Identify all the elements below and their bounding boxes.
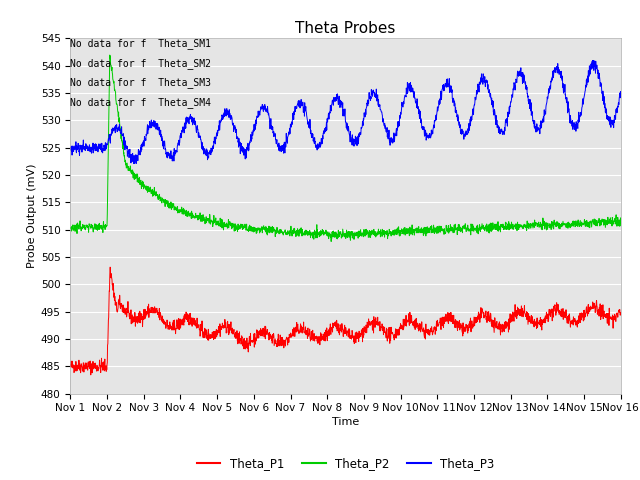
Theta_P2 (335, 230, 342, 236)
Theta_P1 (106, 264, 114, 270)
Legend: Theta_P1, Theta_P2, Theta_P3: Theta_P1, Theta_P2, Theta_P3 (192, 453, 499, 475)
Theta_P3 (601, 104, 609, 109)
Theta_P3 (617, 92, 625, 97)
Theta_P3 (500, 132, 508, 137)
Theta_P2 (602, 225, 609, 230)
Y-axis label: Probe Output (mV): Probe Output (mV) (27, 164, 36, 268)
Text: No data for f  Theta_SM2: No data for f Theta_SM2 (70, 58, 211, 69)
Theta_P1 (67, 362, 74, 368)
Text: No data for f  Theta_SM4: No data for f Theta_SM4 (70, 97, 211, 108)
Theta_P1 (95, 366, 102, 372)
Theta_P2 (320, 232, 328, 238)
Theta_P3 (131, 161, 139, 167)
Theta_P3 (602, 109, 609, 115)
Theta_P1 (335, 325, 342, 331)
Theta_P2 (601, 221, 609, 227)
Text: No data for f  Theta_SM3: No data for f Theta_SM3 (70, 77, 211, 88)
Theta_P1 (602, 314, 609, 320)
Theta_P1 (320, 338, 328, 344)
Theta_P1 (87, 372, 95, 378)
Theta_P3 (67, 147, 74, 153)
Theta_P2 (95, 226, 102, 232)
Theta_P3 (320, 128, 328, 134)
Theta_P3 (335, 102, 342, 108)
Line: Theta_P2: Theta_P2 (70, 55, 621, 241)
Theta_P2 (106, 52, 114, 58)
Theta_P2 (67, 226, 74, 231)
Theta_P1 (617, 311, 625, 317)
X-axis label: Time: Time (332, 418, 359, 428)
Theta_P1 (601, 312, 609, 318)
Theta_P3 (95, 141, 102, 147)
Theta_P2 (617, 218, 625, 224)
Title: Theta Probes: Theta Probes (296, 21, 396, 36)
Text: No data for f  Theta_SM1: No data for f Theta_SM1 (70, 38, 211, 49)
Theta_P2 (500, 226, 508, 231)
Line: Theta_P3: Theta_P3 (70, 60, 621, 164)
Theta_P1 (500, 328, 508, 334)
Line: Theta_P1: Theta_P1 (70, 267, 621, 375)
Theta_P2 (327, 239, 335, 244)
Theta_P3 (589, 58, 597, 63)
